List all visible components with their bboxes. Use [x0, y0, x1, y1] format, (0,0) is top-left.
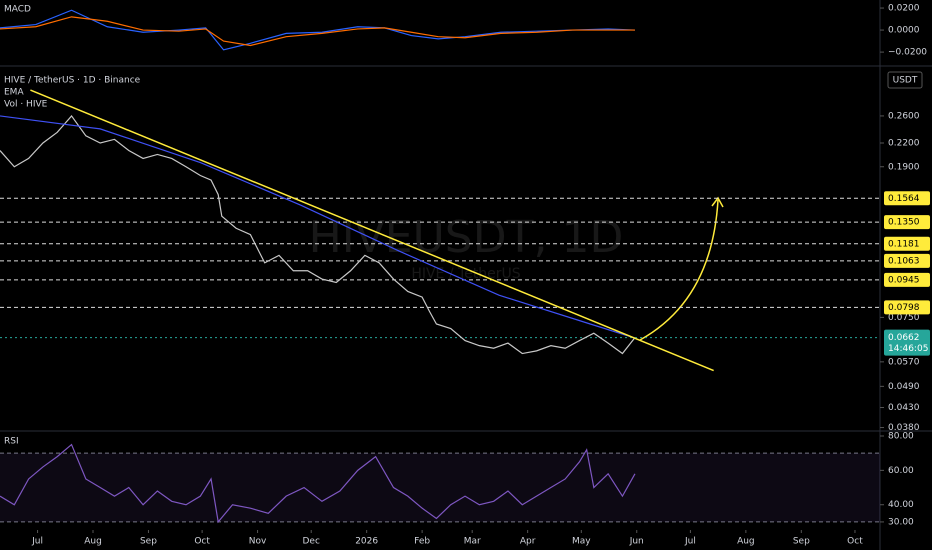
series-line	[0, 9, 635, 51]
x-tick-label: Oct	[194, 537, 210, 547]
x-tick-label: Aug	[84, 537, 102, 547]
y-tick-label: 0.1900	[888, 162, 920, 172]
rsi-title: RSI	[4, 437, 19, 447]
level-label: 0.0945	[888, 275, 920, 285]
y-tick-label: −0.0200	[888, 48, 927, 58]
x-tick-label: May	[572, 537, 591, 547]
x-tick-label: Apr	[520, 537, 536, 547]
y-tick-label: 0.0430	[888, 403, 920, 413]
level-label: 0.1063	[888, 256, 920, 266]
y-tick-label: 0.0490	[888, 382, 920, 392]
y-tick-label: 0.2200	[888, 138, 920, 148]
level-tag	[884, 272, 930, 287]
x-tick-label: Sep	[793, 537, 810, 547]
y-tick-label: 40.00	[888, 500, 914, 510]
watermark: HIVEUSDT, 1D	[309, 212, 624, 263]
x-tick-label: Mar	[464, 537, 481, 547]
macd-title: MACD	[4, 5, 31, 15]
y-tick-label: 0.0750	[888, 313, 920, 323]
band-fill	[0, 453, 880, 522]
trendline	[30, 89, 714, 372]
y-tick-label: 30.00	[888, 517, 914, 527]
arrow-head	[711, 196, 724, 208]
x-tick-label: Feb	[414, 537, 430, 547]
y-tick-label: 0.0200	[888, 4, 920, 14]
level-label: 0.1181	[888, 239, 920, 249]
level-tag	[884, 215, 930, 230]
y-tick-label: 0.0000	[888, 26, 920, 36]
countdown: 14:46:05	[888, 344, 928, 354]
series-line	[0, 16, 635, 47]
level-tag	[884, 191, 930, 206]
y-tick-label: 0.0570	[888, 357, 920, 367]
legend-entry: EMA	[4, 88, 24, 98]
x-tick-label: Jul	[684, 537, 696, 547]
level-label: 0.1564	[888, 194, 920, 204]
level-label: 0.0798	[888, 303, 920, 313]
x-tick-label: Jun	[629, 537, 644, 547]
level-tag	[884, 253, 930, 268]
watermark-sub: HIVE / TetherUS	[411, 266, 520, 282]
level-tag	[884, 300, 930, 315]
y-tick-label: 0.2600	[888, 111, 920, 121]
x-tick-label: Aug	[737, 537, 755, 547]
legend-entry: Vol · HIVE	[4, 100, 48, 110]
legend-entry: HIVE / TetherUS · 1D · Binance	[4, 76, 141, 86]
last-price-label: 0.0662	[888, 333, 920, 343]
level-label: 0.1350	[888, 218, 920, 228]
currency: USDT	[893, 76, 918, 86]
level-tag	[884, 236, 930, 251]
x-tick-label: Jul	[31, 537, 43, 547]
x-tick-label: Dec	[303, 537, 320, 547]
series-line	[0, 115, 636, 339]
y-tick-label: 0.0380	[888, 423, 920, 433]
x-tick-label: 2026	[355, 537, 378, 547]
y-tick-label: 60.00	[888, 466, 914, 476]
y-tick-label: 80.00	[888, 431, 914, 441]
series-line	[0, 443, 636, 524]
last-price-tag	[884, 329, 930, 356]
x-tick-label: Oct	[847, 537, 863, 547]
series-line	[0, 114, 636, 355]
currency-box	[887, 71, 923, 89]
x-tick-label: Sep	[140, 537, 157, 547]
x-tick-label: Nov	[249, 537, 267, 547]
arrow	[639, 199, 719, 341]
